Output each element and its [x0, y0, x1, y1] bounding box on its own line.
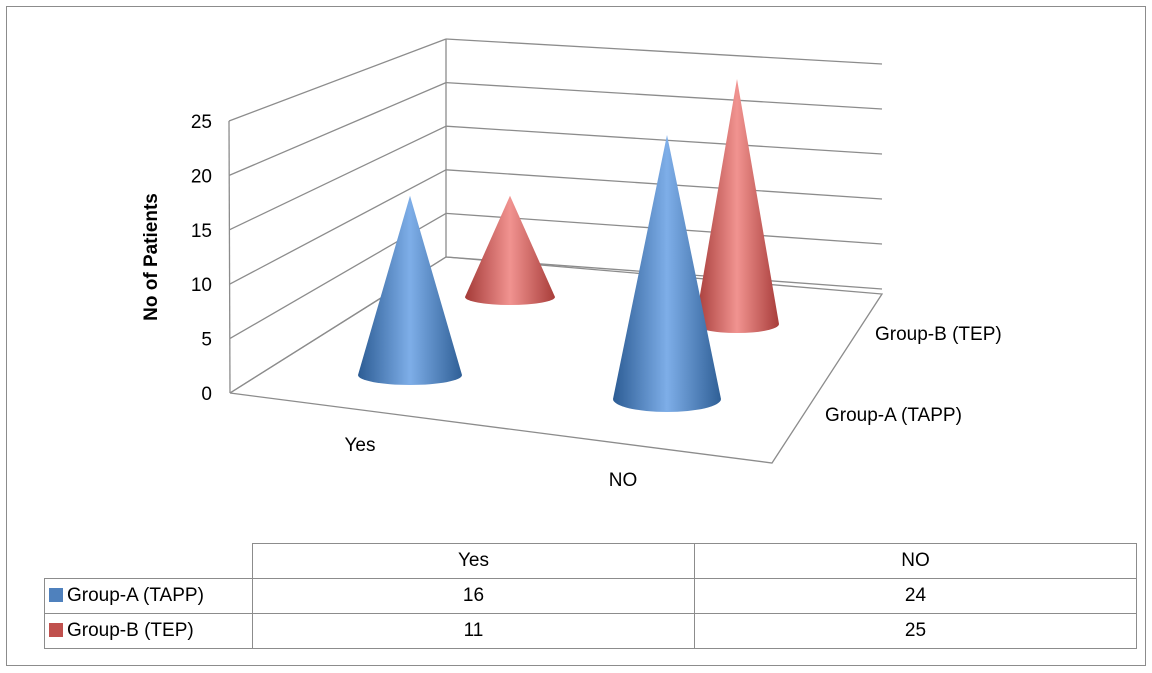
x-category-label: Yes [345, 435, 376, 456]
cone-group-b-yes [465, 195, 555, 305]
chart-frame: 0 5 10 15 20 25 No of Patients Yes NO Group-A (TA… [6, 6, 1146, 666]
legend-swatch-group-a [49, 588, 63, 602]
table-row: Group-B (TEP) 11 25 [44, 613, 1137, 649]
table-header-yes: Yes [252, 543, 695, 579]
y-tick-label: 10 [191, 275, 212, 296]
table-header-row: Yes NO [44, 543, 1137, 579]
y-tick-label: 5 [201, 330, 212, 351]
table-cell: 24 [694, 578, 1137, 614]
cone-group-a-yes [358, 195, 462, 385]
cone-group-a-no [613, 135, 721, 412]
x-category-label: NO [609, 470, 638, 491]
gridline-back-wall [445, 125, 883, 155]
axis-left-edge [228, 120, 231, 394]
table-series-name: Group-A (TAPP) [44, 578, 253, 614]
series-label-group-b: Group-B (TEP) [67, 620, 194, 641]
table-cell: 11 [252, 613, 695, 649]
gridline-left-wall [229, 169, 447, 285]
y-axis-title: No of Patients [141, 193, 162, 321]
floor-outline [229, 256, 884, 464]
data-table: Yes NO Group-A (TAPP) 16 24 Group-B (TEP… [44, 543, 1137, 649]
y-tick-label: 25 [191, 112, 212, 133]
table-cell: 25 [694, 613, 1137, 649]
chart-plot: 0 5 10 15 20 25 No of Patients Yes NO Group-A (TA… [141, 38, 1002, 491]
table-series-name: Group-B (TEP) [44, 613, 253, 649]
table-corner-cell [44, 543, 253, 579]
depth-series-label: Group-A (TAPP) [825, 405, 962, 426]
gridline-back-wall [445, 38, 883, 65]
y-tick-label: 20 [191, 166, 212, 187]
y-tick-label: 0 [201, 384, 212, 405]
gridline-left-wall [229, 125, 447, 231]
y-tick-label: 15 [191, 221, 212, 242]
table-header-no: NO [694, 543, 1137, 579]
gridline-left-wall [228, 82, 447, 176]
series-label-group-a: Group-A (TAPP) [67, 585, 204, 606]
table-row: Group-A (TAPP) 16 24 [44, 578, 1137, 614]
depth-series-label: Group-B (TEP) [875, 324, 1002, 345]
cone-group-b-no [695, 79, 779, 333]
table-cell: 16 [252, 578, 695, 614]
gridline-back-wall [445, 81, 883, 110]
gridline-left-wall [228, 38, 447, 122]
legend-swatch-group-b [49, 623, 63, 637]
